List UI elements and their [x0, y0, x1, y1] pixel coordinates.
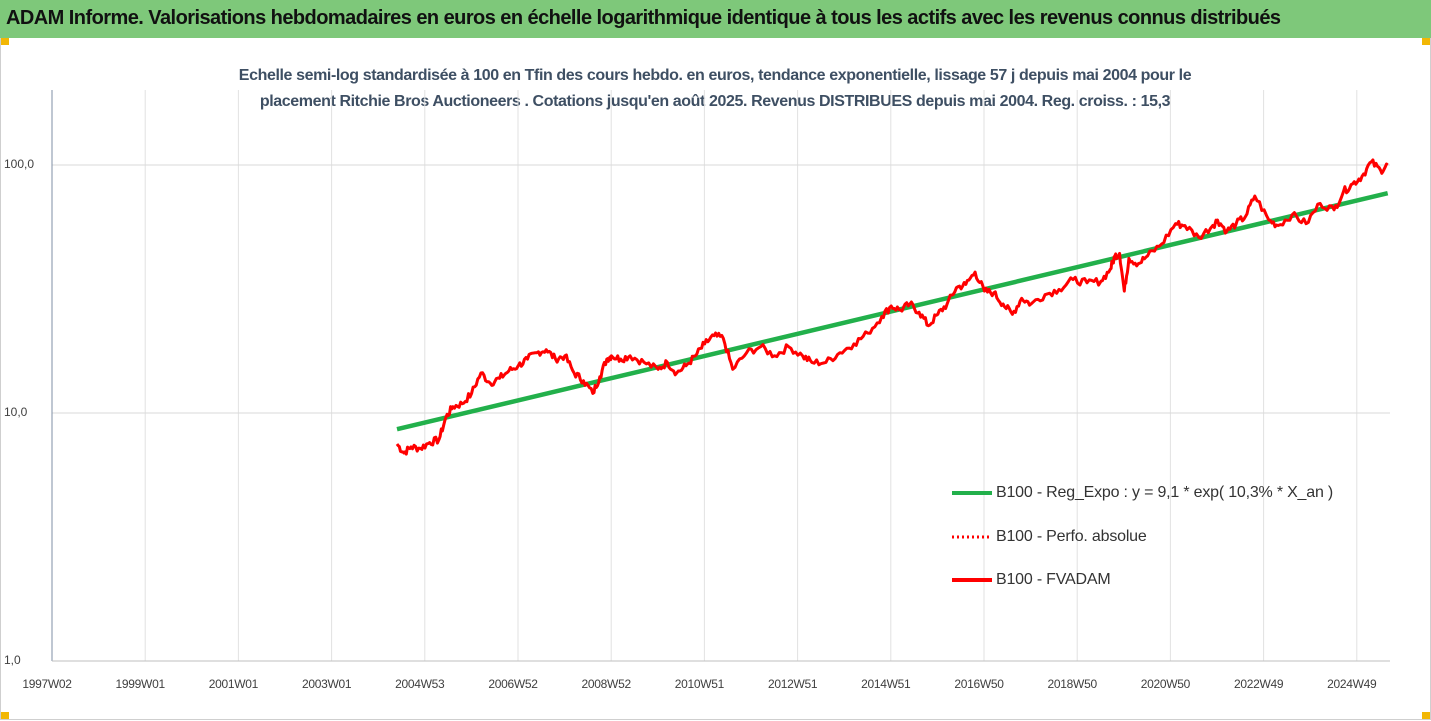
chart-subtitle-line-1: Echelle semi-log standardisée à 100 en T… [238, 67, 1192, 84]
x-tick-label: 2010W51 [674, 677, 725, 691]
x-tick-label: 2006W52 [488, 677, 538, 691]
legend-label-perfo: B100 - Perfo. absolue [996, 528, 1147, 545]
x-tick-label: 2022W49 [1233, 677, 1284, 691]
x-tick-label: 1999W01 [115, 677, 166, 691]
x-tick-label: 1997W02 [22, 677, 72, 691]
y-tick-label: 1,0 [4, 653, 21, 667]
legend-label-fvadam: B100 - FVADAM [996, 571, 1111, 588]
corner-marker [1422, 712, 1431, 719]
series-line-trend [396, 191, 1389, 432]
x-tick-label: 2016W50 [954, 677, 1004, 691]
corner-marker [0, 38, 9, 45]
x-tick-label: 2001W01 [208, 677, 259, 691]
series-line-fvadam [395, 158, 1389, 456]
x-tick-label: 2004W53 [395, 677, 445, 691]
x-tick-label: 2014W51 [861, 677, 911, 691]
x-tick-label: 2018W50 [1047, 677, 1098, 691]
legend-swatch-trend [952, 491, 992, 495]
x-tick-label: 2020W50 [1140, 677, 1191, 691]
x-tick-label: 2024W49 [1327, 677, 1377, 691]
x-tick-label: 2008W52 [581, 677, 632, 691]
legend-label-trend: B100 - Reg_Expo : y = 9,1 * exp( 10,3% *… [996, 484, 1334, 501]
y-tick-label: 100,0 [4, 157, 35, 171]
report-header: ADAM Informe. Valorisations hebdomadaire… [0, 0, 1431, 38]
x-tick-label: 2003W01 [301, 677, 352, 691]
corner-marker [1422, 38, 1431, 45]
legend-swatch-perfo [952, 535, 992, 539]
legend-swatch-fvadam [952, 578, 992, 582]
report-title: ADAM Informe. Valorisations hebdomadaire… [6, 7, 1281, 29]
corner-marker [0, 712, 9, 719]
chart-subtitle-line-2: placement Ritchie Bros Auctioneers . Cot… [259, 93, 1171, 110]
y-tick-label: 10,0 [4, 405, 28, 419]
x-tick-label: 2012W51 [767, 677, 818, 691]
